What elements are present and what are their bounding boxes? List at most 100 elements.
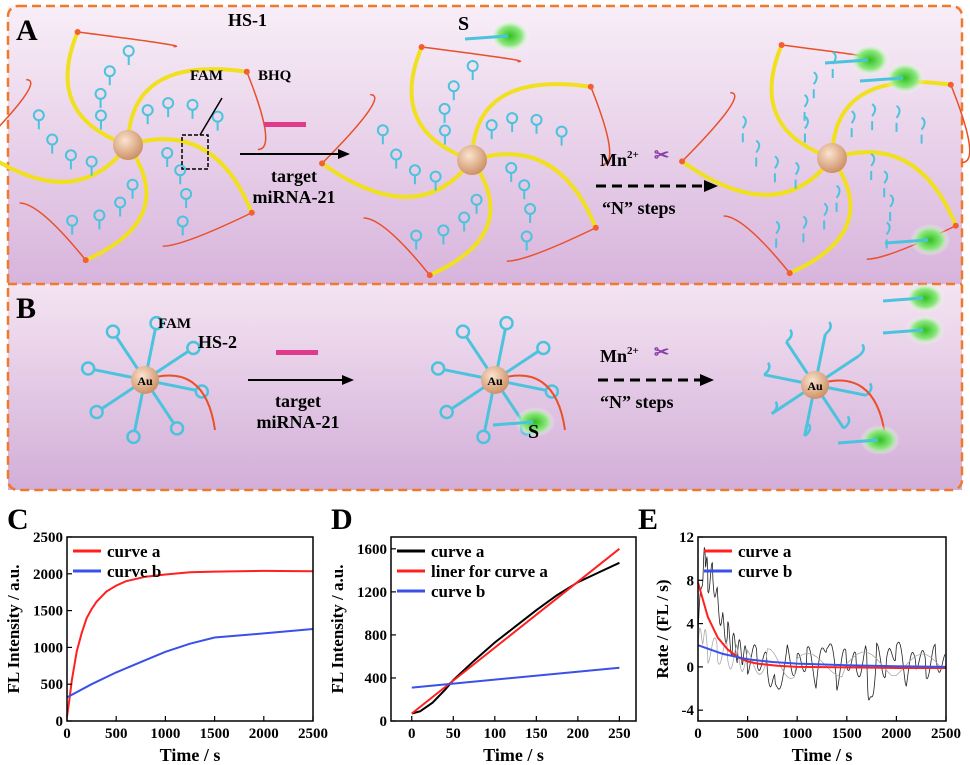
x-axis-label: Time / s bbox=[160, 745, 221, 765]
fluorescence-glow bbox=[905, 315, 945, 345]
steps-label-b: “N” steps bbox=[600, 392, 674, 412]
gold-nanoparticle bbox=[131, 366, 159, 394]
end-bead bbox=[243, 68, 250, 75]
gold-label: Au bbox=[807, 379, 823, 393]
cleaved-probe bbox=[842, 415, 851, 430]
fluorescence-glow bbox=[860, 425, 900, 455]
panel-letter: C bbox=[7, 503, 29, 536]
panel-letter: D bbox=[331, 503, 353, 536]
cleaved-probe bbox=[920, 116, 926, 131]
zoom-box bbox=[181, 134, 209, 170]
dna-arm bbox=[830, 80, 952, 159]
core-particle bbox=[457, 145, 487, 175]
cleaved-probe bbox=[865, 382, 873, 397]
legend-label: curve a bbox=[107, 542, 161, 561]
x-tick-label: 0 bbox=[63, 726, 71, 742]
gold-label: Au bbox=[487, 374, 503, 388]
hairpin-loop bbox=[149, 315, 164, 331]
hairpin-loop bbox=[80, 361, 96, 376]
end-bead bbox=[778, 41, 785, 48]
arrow-a-label-1: target bbox=[271, 166, 317, 186]
scissors-icon-b: ✂ bbox=[654, 342, 669, 362]
series-line-curve-b bbox=[411, 666, 620, 689]
cleaved-probe bbox=[850, 110, 856, 124]
cleaved-probe bbox=[770, 401, 779, 415]
end-bead bbox=[82, 257, 89, 264]
cleaved-probe bbox=[870, 153, 876, 167]
dna-arm bbox=[769, 44, 833, 160]
bhq-label: BHQ bbox=[258, 68, 292, 84]
y-tick-label: 1200 bbox=[357, 585, 387, 601]
cleaved-probe bbox=[794, 161, 800, 176]
panel-b-letter: B bbox=[16, 292, 36, 325]
x-tick-label: 0 bbox=[408, 726, 416, 742]
y-tick-label: 1000 bbox=[33, 640, 63, 656]
end-bead bbox=[786, 270, 793, 277]
end-bead bbox=[679, 158, 686, 165]
x-tick-label: 500 bbox=[736, 726, 759, 742]
linker-strand bbox=[723, 215, 791, 274]
dna-arm bbox=[126, 67, 248, 146]
x-tick-label: 250 bbox=[608, 726, 631, 742]
mirna-icon-b bbox=[276, 350, 318, 355]
fluorescence-glow bbox=[515, 407, 555, 437]
series-line-liner-for-curve-a bbox=[411, 548, 621, 715]
mn-label-b: Mn2+ bbox=[600, 345, 639, 366]
x-tick-label: 2500 bbox=[931, 726, 961, 742]
raw-trace bbox=[697, 627, 942, 680]
fluorescence-glow bbox=[910, 224, 950, 256]
arrow-a-label-2: miRNA-21 bbox=[253, 187, 336, 207]
linker-strand bbox=[321, 93, 376, 164]
end-bead bbox=[592, 224, 599, 231]
cleaved-probe bbox=[812, 71, 818, 85]
released-probe bbox=[882, 328, 924, 335]
legend-label: curve b bbox=[107, 562, 161, 581]
x-tick-label: 1500 bbox=[200, 726, 230, 742]
end-bead bbox=[319, 160, 326, 167]
cleaved-probe bbox=[775, 220, 781, 235]
series-line-curve-a bbox=[66, 569, 314, 717]
hairpin-loop bbox=[105, 324, 121, 339]
dna-arm bbox=[320, 158, 474, 199]
hairpin-loop bbox=[194, 384, 210, 399]
linker-strand bbox=[0, 78, 32, 127]
cleaved-probe bbox=[763, 361, 771, 376]
y-tick-label: 1500 bbox=[33, 604, 63, 620]
series-line-curve-a bbox=[697, 582, 946, 669]
series-line-curve-b bbox=[66, 628, 314, 699]
released-probe bbox=[492, 420, 534, 427]
x-axis-label: Time / s bbox=[483, 745, 544, 765]
cleaved-probe bbox=[883, 170, 889, 184]
steps-label-a: “N” steps bbox=[602, 198, 676, 218]
y-tick-label: 0 bbox=[380, 714, 388, 730]
fluorescence-glow bbox=[905, 283, 945, 313]
mirna-icon bbox=[264, 122, 306, 127]
hairpin-loop bbox=[544, 384, 560, 399]
released-probe bbox=[882, 296, 924, 303]
cleaved-probe bbox=[803, 94, 809, 108]
dna-arm bbox=[409, 46, 473, 162]
y-tick-label: -4 bbox=[682, 703, 695, 719]
reaction-scheme: Au Au Au A HS-1 FAM BHQ S target miRNA-21 … bbox=[0, 4, 970, 492]
legend-label: curve a bbox=[431, 542, 485, 561]
dna-arm bbox=[680, 156, 834, 197]
hairpin-loop bbox=[169, 421, 185, 436]
y-axis-label: FL Intensity / a.u. bbox=[328, 565, 347, 694]
released-probe bbox=[824, 58, 869, 65]
y-tick-label: 0 bbox=[687, 660, 695, 676]
y-tick-label: 0 bbox=[56, 714, 64, 730]
cleaved-probe bbox=[785, 328, 793, 343]
cleaved-probe bbox=[885, 221, 891, 236]
y-tick-label: 8 bbox=[687, 573, 695, 589]
cleaved-probe bbox=[895, 105, 901, 119]
core-particle bbox=[113, 130, 143, 160]
x-tick-label: 50 bbox=[446, 726, 461, 742]
released-probe bbox=[464, 34, 509, 41]
dna-arm bbox=[470, 82, 592, 161]
x-tick-label: 0 bbox=[694, 726, 702, 742]
dna-arm bbox=[471, 152, 598, 229]
cleaved-probe bbox=[871, 103, 877, 117]
cleaved-probe bbox=[755, 139, 761, 154]
